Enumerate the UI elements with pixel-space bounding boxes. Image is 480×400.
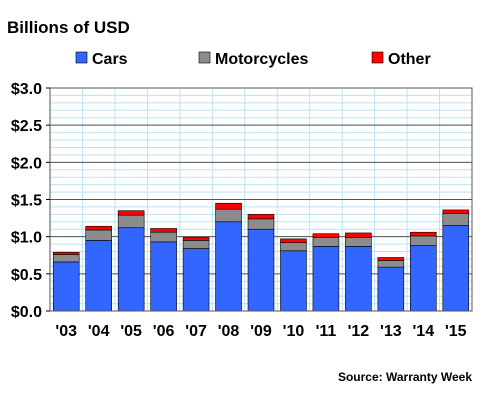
bar-motorcycles — [215, 208, 242, 223]
bar-motorcycles — [345, 237, 372, 247]
bar-cars — [377, 266, 405, 312]
bar-cars — [182, 248, 210, 312]
y-tick-label: $1.5 — [11, 193, 42, 210]
legend-label: Cars — [92, 51, 128, 68]
bar-cars — [150, 241, 177, 312]
bar-other — [345, 232, 372, 238]
x-tick-label: '05 — [120, 323, 142, 340]
x-tick-label: '03 — [55, 323, 77, 340]
legend-swatch — [198, 51, 211, 64]
bar-other — [280, 238, 307, 243]
bar-motorcycles — [85, 229, 112, 241]
bar-cars — [215, 221, 242, 312]
legend-label: Motorcycles — [215, 51, 308, 68]
bar-cars — [345, 246, 372, 312]
legend-item-other: Other — [371, 51, 431, 68]
bar-motorcycles — [312, 237, 340, 247]
source-note: Source: Warranty Week — [338, 370, 472, 384]
y-tick-label: $1.0 — [11, 230, 42, 247]
bar-other — [312, 233, 340, 238]
y-tick-label: $2.5 — [11, 118, 42, 135]
chart-title: Billions of USD — [7, 18, 130, 37]
bar-other — [377, 257, 405, 261]
bar-motorcycles — [150, 231, 177, 243]
x-tick-label: '07 — [185, 323, 207, 340]
x-tick-label: '04 — [88, 323, 110, 340]
bar-cars — [117, 227, 145, 312]
bar-other — [150, 228, 177, 233]
y-tick-label: $3.0 — [11, 81, 42, 98]
x-tick-label: '12 — [348, 323, 370, 340]
y-tick-label: $2.0 — [11, 155, 42, 172]
y-tick-label: $0.5 — [11, 267, 42, 284]
bar-other — [247, 214, 275, 220]
bar-other — [215, 202, 242, 210]
bar-cars — [312, 246, 340, 312]
x-tick-label: '06 — [153, 323, 175, 340]
x-tick-label: '13 — [380, 323, 402, 340]
legend-swatch — [371, 51, 384, 64]
bar-other — [410, 231, 437, 237]
bar-cars — [52, 261, 80, 312]
bar-motorcycles — [280, 242, 307, 252]
x-tick-label: '11 — [316, 323, 337, 340]
bar-motorcycles — [117, 214, 145, 229]
x-tick-label: '14 — [413, 323, 435, 340]
bar-motorcycles — [247, 218, 275, 230]
bar-motorcycles — [410, 235, 437, 246]
bar-other — [442, 209, 470, 214]
legend-item-motorcycles: Motorcycles — [198, 51, 308, 68]
y-tick-label: $0.0 — [11, 304, 42, 321]
x-tick-label: '08 — [218, 323, 240, 340]
bar-other — [85, 225, 112, 231]
bar-cars — [410, 245, 437, 312]
plot-area: '03 '04 '05 '06 '07 '08 '09 '10 '11 '12 '13 '14 '15 $… — [11, 81, 473, 340]
legend-swatch — [75, 51, 88, 64]
legend-label: Other — [388, 51, 431, 68]
bar-other — [182, 237, 210, 241]
bar-other — [52, 251, 80, 255]
bar-cars — [247, 228, 275, 312]
x-tick-label: '15 — [445, 323, 467, 340]
bar-motorcycles — [52, 254, 80, 263]
bar-cars — [280, 250, 307, 312]
legend-item-cars: Cars — [75, 51, 128, 68]
x-tick-label: '09 — [250, 323, 272, 340]
bar-other — [117, 210, 145, 216]
legend: Cars Motorcycles Other — [75, 51, 431, 68]
bar-motorcycles — [377, 260, 405, 268]
x-tick-label: '10 — [283, 323, 305, 340]
bar-cars — [442, 225, 470, 312]
bar-motorcycles — [182, 240, 210, 249]
bar-motorcycles — [442, 213, 470, 226]
bar-cars — [85, 240, 112, 312]
